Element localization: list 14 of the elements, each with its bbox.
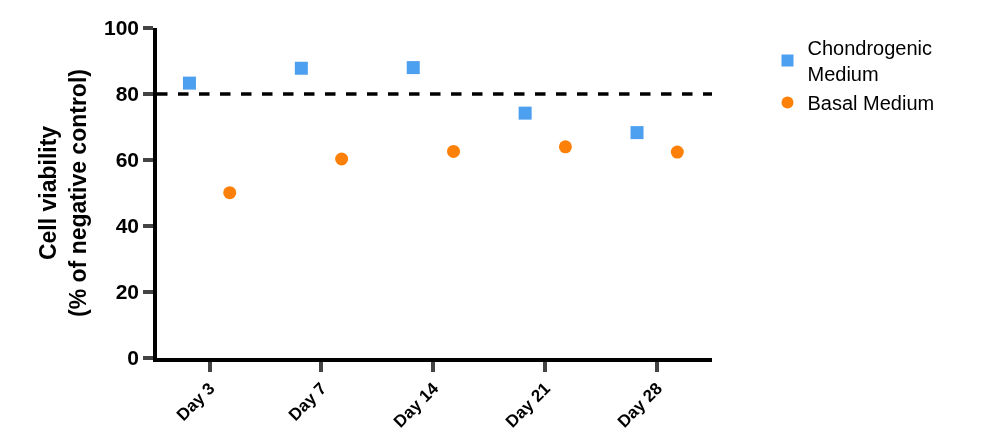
x-tick-label: Day 28	[613, 379, 667, 432]
y-axis-title: Cell viability (% of negative control)	[35, 69, 91, 317]
x-tick-label: Day 3	[172, 379, 219, 425]
y-tick-label: 0	[127, 346, 140, 370]
legend-label: Basal Medium	[807, 92, 935, 115]
x-tick-label: Day 7	[284, 379, 331, 425]
y-tick-label: 60	[115, 148, 140, 172]
y-tick-label: 80	[115, 82, 140, 106]
y-tick-label: 40	[115, 214, 140, 238]
y-tick-label: 100	[104, 16, 140, 40]
legend-label: Chondrogenic Medium	[807, 37, 933, 86]
x-tick-label: Day 21	[501, 379, 555, 432]
y-tick-label: 20	[115, 280, 140, 304]
x-tick-label: Day 14	[390, 378, 443, 432]
